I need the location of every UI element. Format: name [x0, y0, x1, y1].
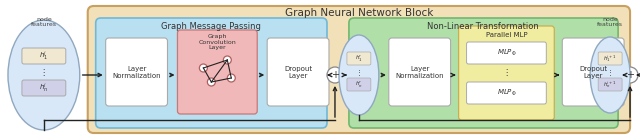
Text: $h_1^r$: $h_1^r$ [355, 53, 363, 64]
Text: node
features: node features [597, 17, 623, 27]
Circle shape [227, 74, 236, 82]
Text: $MLP_\Phi$: $MLP_\Phi$ [497, 48, 516, 58]
Ellipse shape [8, 20, 80, 130]
Text: node
features: node features [31, 17, 57, 27]
FancyBboxPatch shape [88, 6, 630, 133]
Text: Graph Message Passing: Graph Message Passing [161, 22, 261, 30]
FancyBboxPatch shape [22, 80, 66, 96]
Text: ⋮: ⋮ [40, 68, 48, 76]
Text: $h_1^{i+1}$: $h_1^{i+1}$ [604, 53, 617, 64]
Text: +: + [626, 70, 634, 80]
Text: Parallel MLP: Parallel MLP [486, 32, 527, 38]
Text: Graph Neural Network Block: Graph Neural Network Block [285, 8, 433, 18]
Text: Non-Linear Transformation: Non-Linear Transformation [427, 22, 538, 30]
FancyBboxPatch shape [349, 18, 618, 128]
Ellipse shape [339, 35, 379, 115]
Text: $h_n^{i+1}$: $h_n^{i+1}$ [604, 79, 617, 90]
Text: Layer
Normalization: Layer Normalization [112, 65, 161, 79]
Text: ⋮: ⋮ [355, 69, 362, 75]
Text: +: + [331, 70, 339, 80]
Circle shape [327, 67, 343, 83]
Text: $MLP_\Phi$: $MLP_\Phi$ [497, 88, 516, 98]
FancyBboxPatch shape [459, 26, 554, 120]
Text: $h_n^r$: $h_n^r$ [355, 79, 363, 90]
FancyBboxPatch shape [96, 18, 327, 128]
Circle shape [207, 78, 215, 86]
FancyBboxPatch shape [22, 48, 66, 64]
Text: $h_1^i$: $h_1^i$ [39, 49, 49, 63]
FancyBboxPatch shape [598, 78, 622, 91]
FancyBboxPatch shape [467, 82, 547, 104]
Text: $h_n^i$: $h_n^i$ [39, 81, 49, 95]
FancyBboxPatch shape [347, 78, 371, 91]
Text: Dropout
Layer: Dropout Layer [579, 65, 607, 79]
Text: ⋮: ⋮ [607, 69, 614, 75]
FancyBboxPatch shape [106, 38, 168, 106]
Text: ⋮: ⋮ [502, 68, 511, 76]
FancyBboxPatch shape [389, 38, 451, 106]
Circle shape [200, 64, 207, 72]
FancyBboxPatch shape [267, 38, 329, 106]
Circle shape [622, 67, 638, 83]
FancyBboxPatch shape [347, 52, 371, 65]
Text: Graph
Convolution
Layer: Graph Convolution Layer [198, 34, 236, 50]
Circle shape [223, 56, 231, 64]
FancyBboxPatch shape [177, 30, 257, 114]
Text: Dropout
Layer: Dropout Layer [284, 65, 312, 79]
Ellipse shape [590, 37, 630, 113]
FancyBboxPatch shape [598, 52, 622, 65]
FancyBboxPatch shape [467, 42, 547, 64]
FancyBboxPatch shape [563, 38, 624, 106]
Text: Layer
Normalization: Layer Normalization [396, 65, 444, 79]
